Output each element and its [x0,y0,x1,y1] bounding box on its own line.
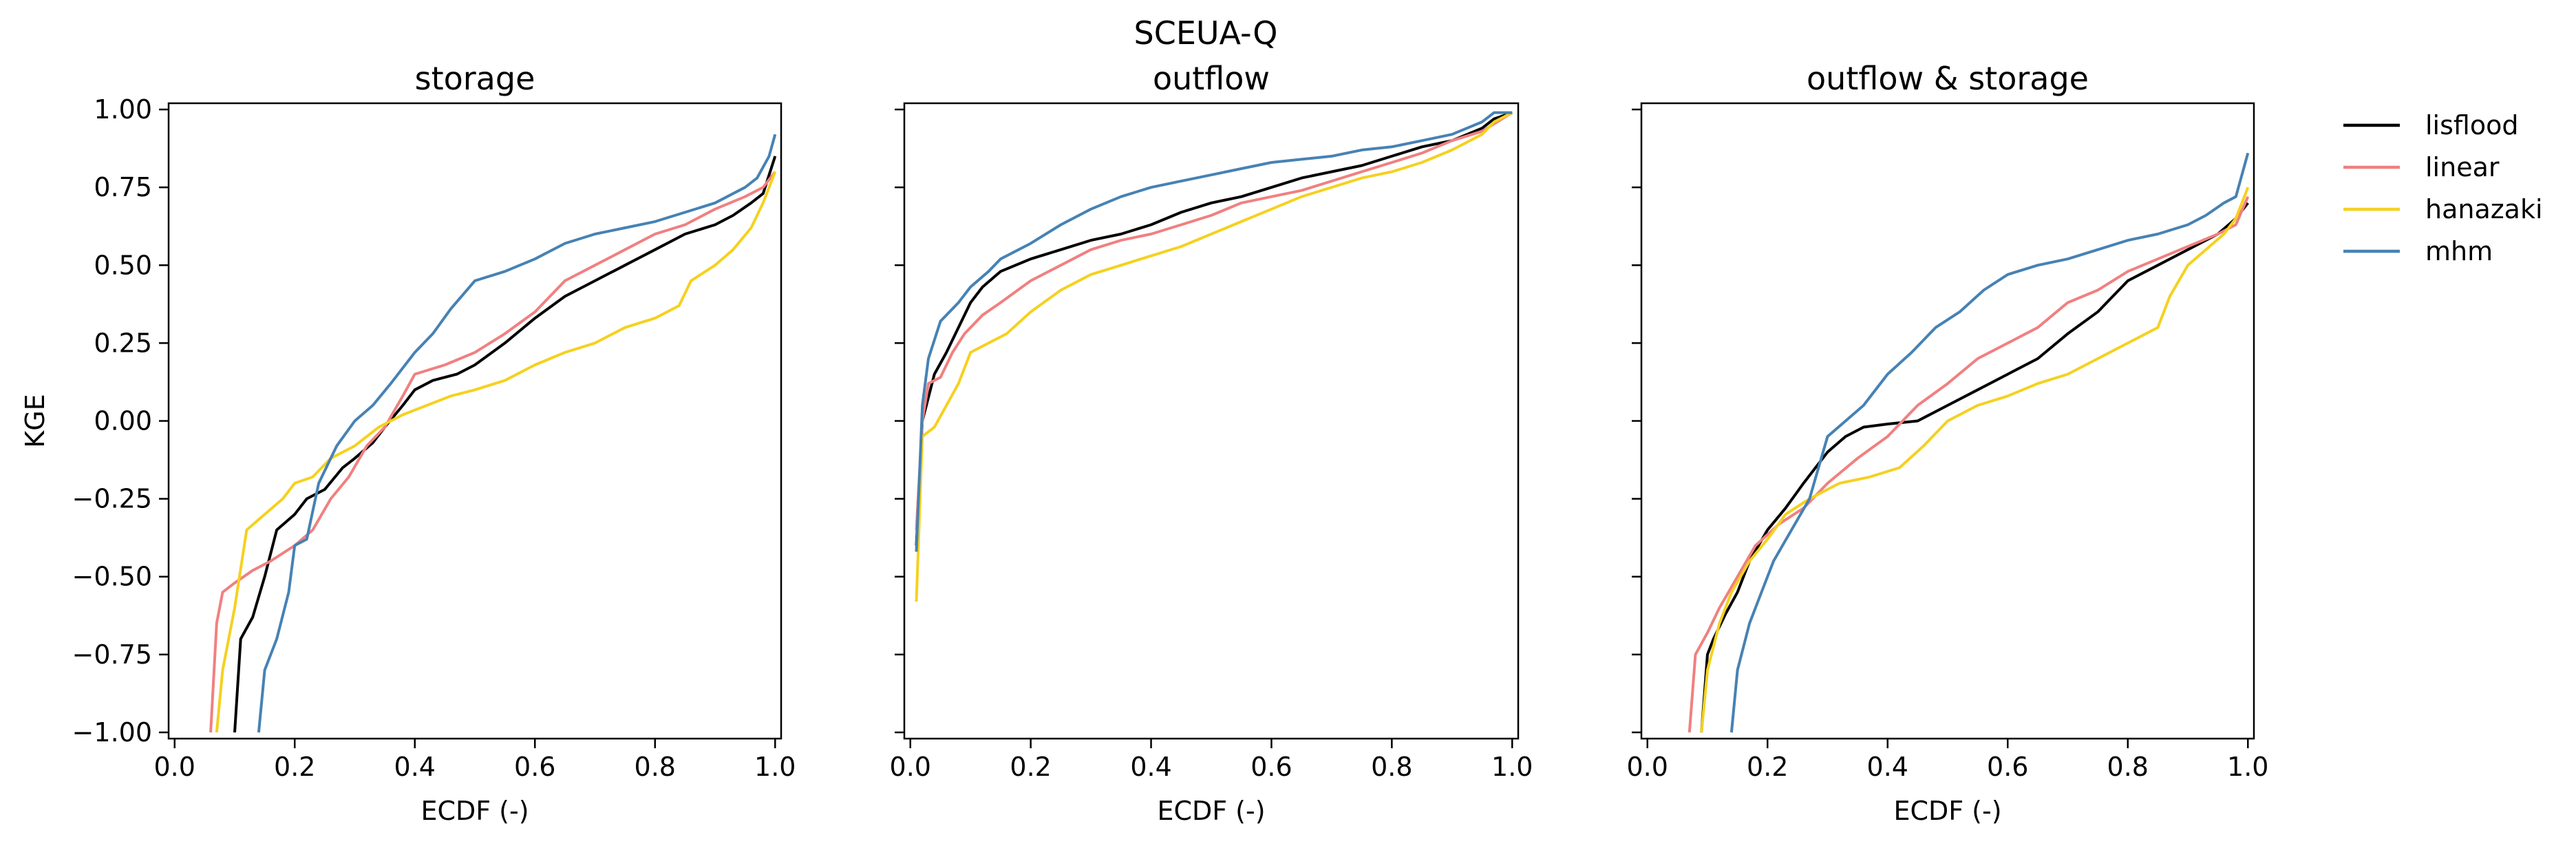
subplot-title: storage [415,60,535,97]
x-axis-label: ECDF (-) [421,796,529,826]
legend: lisflood linear hanazaki mhm [2343,110,2543,266]
series-line-mhm [257,134,777,733]
legend-item-mhm: mhm [2343,236,2493,266]
subplot-title: outflow [1153,60,1270,97]
series-line-mhm [1729,152,2250,733]
x-tick-label: 0.0 [1627,752,1668,782]
x-tick-label: 0.6 [514,752,555,782]
y-axis-label: KGE [20,394,50,447]
y-tick-label: −1.00 [72,717,152,748]
legend-label: lisflood [2425,110,2518,140]
series-line-lisflood [915,111,1513,546]
x-tick-label: 0.6 [1250,752,1292,782]
y-tick-label: 0.25 [94,328,152,358]
y-tick-label: 0.75 [94,172,152,202]
y-tick-label: −0.50 [72,562,152,592]
y-tick-label: −0.75 [72,639,152,670]
y-tick-label: 1.00 [94,94,152,125]
x-tick-label: 0.4 [394,752,436,782]
series-line-mhm [915,111,1513,552]
series-line-linear [915,111,1513,531]
x-tick-label: 0.8 [635,752,676,782]
panels: storage 0.0 0.2 0.4 0.6 0.8 1.0 −1.00 −0.75 −0.50… [20,60,2268,826]
legend-item-lisflood: lisflood [2343,110,2518,140]
x-tick-label: 0.6 [1987,752,2028,782]
y-tick-label: 0.50 [94,250,152,280]
x-tick-label: 0.2 [1747,752,1788,782]
subplot-title: outflow & storage [1807,60,2089,97]
series-lines [915,111,1513,602]
subplot-1: storage 0.0 0.2 0.4 0.6 0.8 1.0 −1.00 −0.75 −0.50… [20,60,796,826]
series-lines [1688,152,2250,733]
x-axis-label: ECDF (-) [1157,796,1265,826]
x-tick-label: 0.2 [1010,752,1051,782]
x-tick-label: 0.8 [1371,752,1412,782]
legend-label: hanazaki [2425,194,2543,224]
y-tick-label: −0.25 [72,484,152,514]
subplot-2: outflow 0.0 0.2 0.4 0.6 0.8 1.0 ECDF (-) [890,60,1533,826]
series-line-hanazaki [1700,187,2250,733]
series-line-hanazaki [915,111,1513,602]
series-line-linear [209,171,776,733]
legend-label: linear [2425,152,2500,182]
y-tick-label: 0.00 [94,406,152,436]
legend-item-linear: linear [2343,152,2500,182]
series-line-hanazaki [215,171,777,733]
x-tick-label: 0.4 [1130,752,1171,782]
figure-title: SCEUA-Q [1134,14,1278,52]
x-tick-label: 0.8 [2107,752,2149,782]
x-tick-label: 0.0 [890,752,931,782]
legend-label: mhm [2425,236,2493,266]
series-lines [209,134,777,733]
x-tick-label: 1.0 [754,752,796,782]
x-tick-label: 0.0 [154,752,195,782]
x-tick-label: 1.0 [1491,752,1533,782]
subplot-3: outflow & storage 0.0 0.2 0.4 0.6 0.8 1.0 ECDF … [1627,60,2269,826]
series-line-lisflood [233,156,777,733]
x-tick-label: 0.2 [274,752,315,782]
series-line-linear [1688,195,2250,733]
x-tick-label: 0.4 [1867,752,1908,782]
x-tick-label: 1.0 [2227,752,2268,782]
legend-item-hanazaki: hanazaki [2343,194,2543,224]
x-axis-label: ECDF (-) [1893,796,2001,826]
